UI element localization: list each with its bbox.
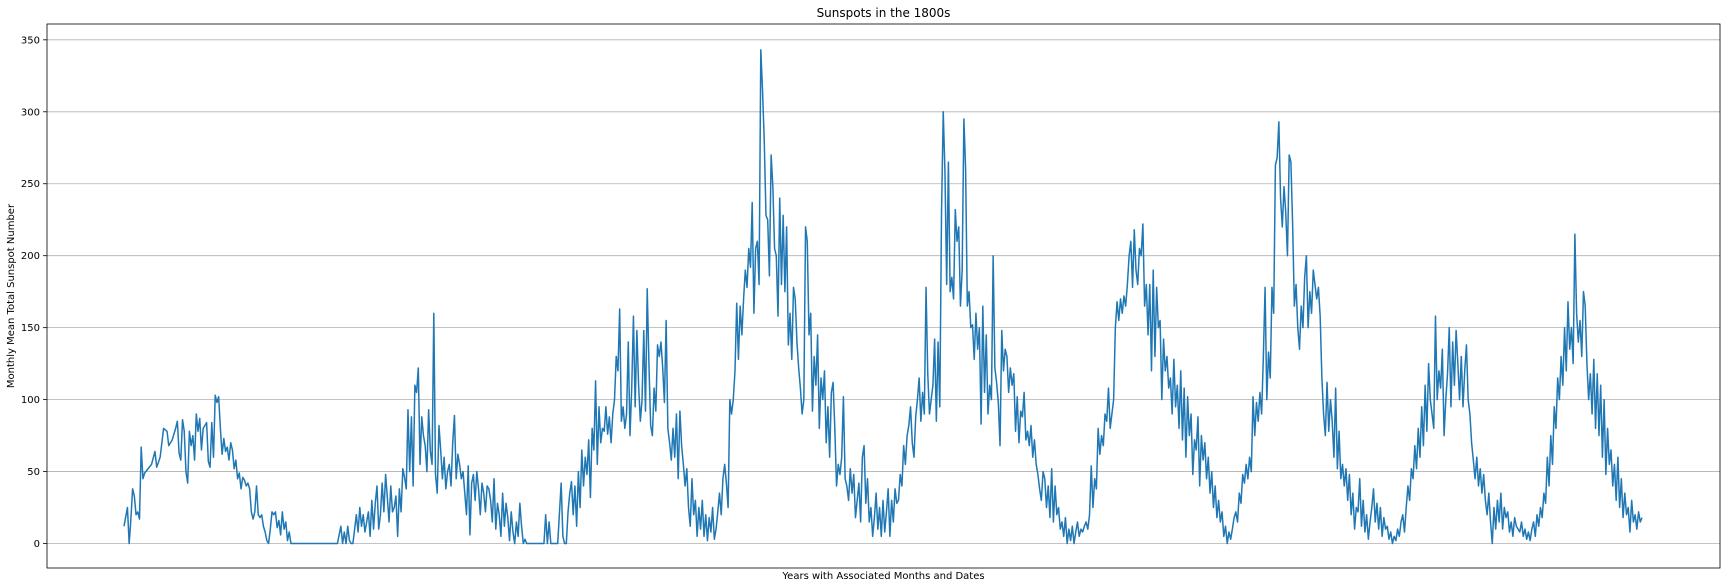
y-tick-label-300: 300	[21, 107, 40, 118]
y-tick-label-0: 0	[34, 539, 40, 550]
y-tick-label-200: 200	[21, 251, 40, 262]
chart-title: Sunspots in the 1800s	[817, 6, 951, 20]
y-tick-label-150: 150	[21, 323, 40, 334]
plot-frame	[46, 23, 1721, 569]
y-tick-label-100: 100	[21, 395, 40, 406]
y-axis-label: Monthly Mean Total Sunspot Number	[6, 203, 17, 388]
series-layer	[123, 49, 1643, 545]
x-axis-label: Years with Associated Months and Dates	[781, 571, 984, 582]
y-tick-label-250: 250	[21, 179, 40, 190]
y-tick-label-350: 350	[21, 35, 40, 46]
y-tick-label-50: 50	[27, 467, 40, 478]
y-axis: 0 50 100 150 200 250 300 350	[21, 35, 47, 550]
series-line-0	[123, 49, 1643, 545]
y-grid	[47, 39, 1720, 544]
